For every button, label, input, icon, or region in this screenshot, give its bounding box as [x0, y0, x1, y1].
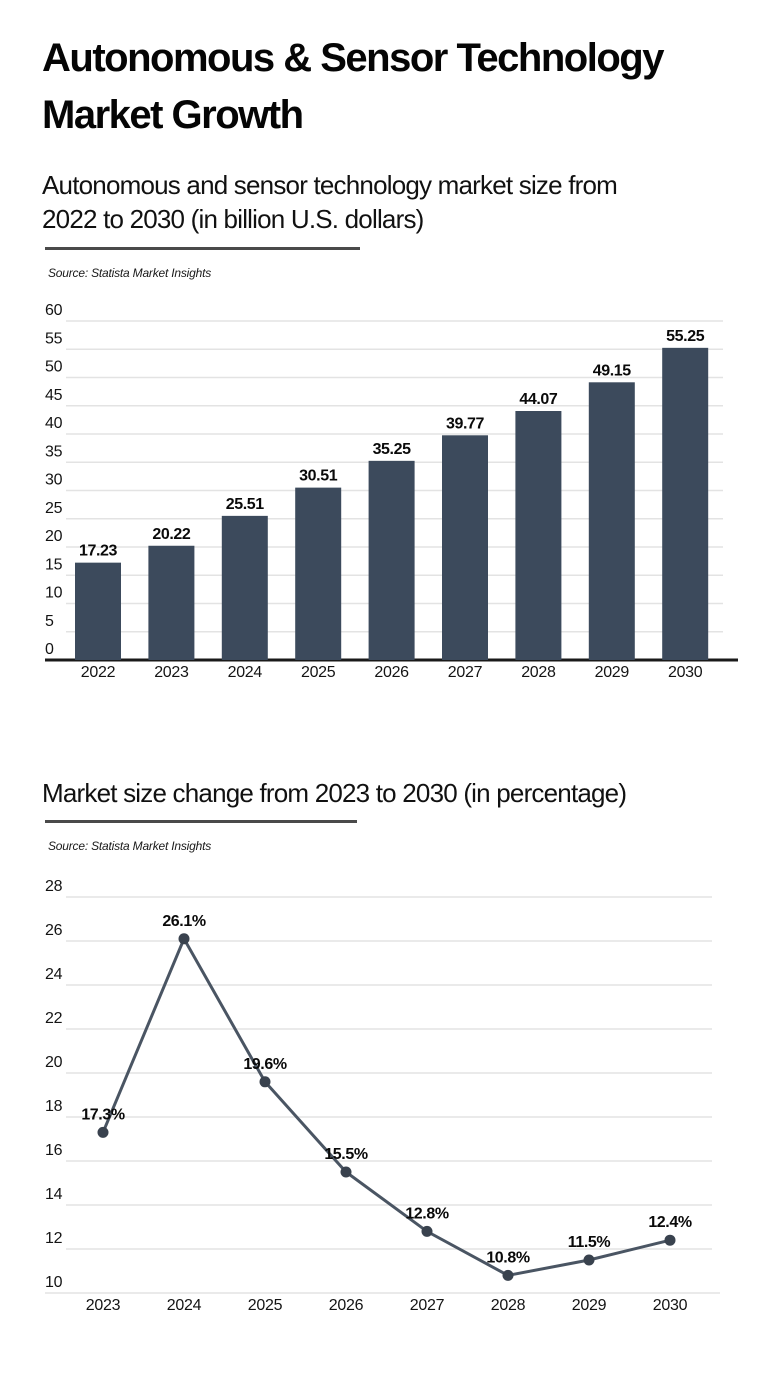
page-title-line2: Market Growth: [42, 93, 304, 137]
line-chart-ytick-label: 16: [45, 1142, 63, 1159]
bar-chart-title-line1: Autonomous and sensor technology market …: [42, 170, 618, 200]
bar-value-label: 39.77: [446, 415, 485, 432]
line-chart-xtick-label: 2027: [410, 1297, 445, 1314]
bar-xtick-label: 2025: [301, 664, 336, 681]
bar-chart-ytick-label: 60: [45, 302, 63, 319]
bar-xtick-label: 2023: [154, 664, 189, 681]
point-value-label: 26.1%: [162, 913, 206, 930]
line-chart-ytick-label: 20: [45, 1054, 63, 1071]
point-2030: [664, 1234, 676, 1246]
bar-chart-source: Source: Statista Market Insights: [48, 266, 212, 280]
bar-value-label: 17.23: [79, 543, 118, 560]
line-chart-xtick-label: 2030: [653, 1297, 688, 1314]
line-chart-ytick-label: 12: [45, 1230, 63, 1247]
point-2025: [259, 1076, 271, 1088]
bar-chart-ytick-label: 10: [45, 585, 63, 602]
bar-2023: [148, 545, 195, 660]
line-chart-ytick-label: 18: [45, 1098, 63, 1115]
bar-chart-ytick-label: 40: [45, 415, 63, 432]
bar-chart-ytick-label: 50: [45, 359, 63, 376]
bar-chart-ytick-label: 0: [45, 641, 54, 658]
point-value-label: 11.5%: [568, 1234, 611, 1251]
line-chart-ytick-label: 26: [45, 922, 63, 939]
bar-chart-ytick-label: 20: [45, 528, 63, 545]
line-chart-series-line: [101, 935, 671, 1277]
bar-chart-ytick-label: 30: [45, 472, 63, 489]
point-value-label: 12.4%: [648, 1214, 692, 1231]
bar-value-label: 20.22: [152, 526, 191, 543]
point-2024: [178, 933, 190, 945]
point-value-label: 12.8%: [405, 1205, 449, 1222]
bar-value-label: 30.51: [299, 468, 338, 485]
bar-2026: [368, 460, 415, 660]
point-value-label: 17.3%: [81, 1106, 125, 1123]
point-2026: [340, 1166, 352, 1178]
bar-xtick-label: 2026: [374, 664, 409, 681]
bar-2024: [221, 515, 268, 660]
point-2023: [97, 1126, 109, 1138]
line-chart-source: Source: Statista Market Insights: [48, 839, 212, 853]
line-chart-ytick-label: 28: [45, 878, 63, 895]
line-chart-xtick-label: 2023: [86, 1297, 121, 1314]
point-value-label: 15.5%: [324, 1146, 368, 1163]
line-chart-xtick-label: 2028: [491, 1297, 526, 1314]
page-title-line1: Autonomous & Sensor Technology: [42, 36, 664, 80]
bar-value-label: 35.25: [373, 441, 412, 458]
point-2027: [421, 1225, 433, 1237]
bar-xtick-label: 2028: [521, 664, 556, 681]
bar-value-label: 49.15: [593, 362, 632, 379]
bar-xtick-label: 2024: [228, 664, 263, 681]
divider-rule: [45, 820, 357, 823]
line-chart-ytick-label: 10: [45, 1274, 63, 1291]
bar-2030: [662, 347, 709, 660]
bar-chart-ytick-label: 35: [45, 443, 63, 460]
page-title: Autonomous & Sensor Technology Market Gro…: [42, 30, 664, 144]
bar-xtick-label: 2029: [595, 664, 630, 681]
line-chart-ytick-label: 14: [45, 1186, 63, 1203]
line-chart-xtick-label: 2025: [248, 1297, 283, 1314]
line-chart: 10 12 14 16 18 20 22 24 26 28 17.3% 2023 26.1% 2024 19…: [45, 878, 720, 1314]
bar-2025: [295, 487, 342, 660]
divider-rule: [45, 247, 360, 250]
bar-value-label: 44.07: [519, 391, 558, 408]
bar-chart-ytick-label: 55: [45, 330, 63, 347]
bar-2022: [75, 562, 121, 660]
line-chart-xtick-label: 2026: [329, 1297, 364, 1314]
line-chart-ytick-label: 22: [45, 1010, 63, 1027]
line-chart-xtick-label: 2029: [572, 1297, 607, 1314]
line-chart-title: Market size change from 2023 to 2030 (in…: [42, 778, 627, 808]
bar-chart: 05101520253035404550556017.23202220.2220…: [45, 302, 738, 681]
bar-2029: [588, 382, 635, 660]
bar-chart-title-line2: 2022 to 2030 (in billion U.S. dollars): [42, 204, 424, 234]
bar-value-label: 25.51: [226, 496, 265, 513]
bar-2028: [515, 411, 562, 660]
bar-chart-ytick-label: 15: [45, 556, 63, 573]
line-chart-xtick-label: 2024: [167, 1297, 202, 1314]
point-value-label: 10.8%: [486, 1249, 530, 1266]
bar-xtick-label: 2022: [81, 664, 116, 681]
bar-value-label: 55.25: [666, 328, 705, 345]
bar-xtick-label: 2030: [668, 664, 703, 681]
bar-chart-ytick-label: 25: [45, 500, 63, 517]
point-2028: [502, 1269, 514, 1281]
point-value-label: 19.6%: [243, 1056, 287, 1073]
line-chart-ytick-label: 24: [45, 966, 63, 983]
point-2029: [583, 1254, 595, 1266]
bar-chart-title: Autonomous and sensor technology market …: [42, 168, 618, 236]
bar-xtick-label: 2027: [448, 664, 483, 681]
bar-chart-ytick-label: 5: [45, 613, 54, 630]
bar-2027: [442, 435, 488, 660]
bar-chart-ytick-label: 45: [45, 387, 63, 404]
